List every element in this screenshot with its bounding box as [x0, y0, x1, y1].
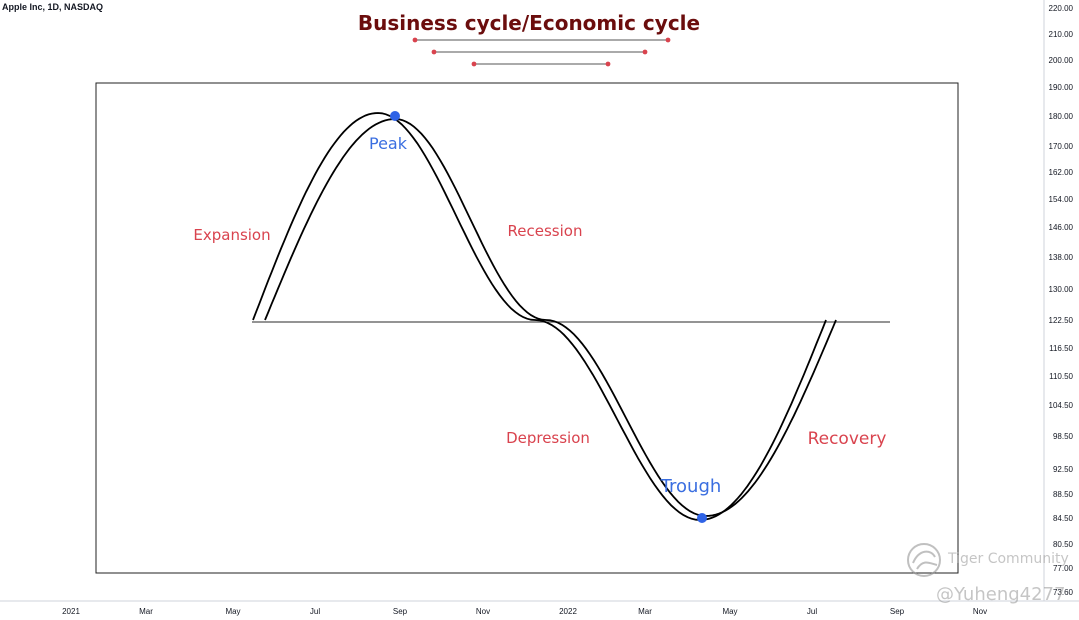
trough-label: Trough: [660, 476, 722, 497]
price-tick-label: 80.50: [1053, 540, 1074, 549]
price-tick-label: 77.00: [1053, 564, 1074, 573]
price-tick-label: 162.00: [1049, 168, 1074, 177]
title-decoration: [412, 37, 671, 67]
price-tick-label: 170.00: [1049, 142, 1074, 151]
time-tick-label: Jul: [807, 607, 817, 616]
phase-label-recovery: Recovery: [808, 429, 887, 449]
time-tick-label: May: [225, 607, 240, 616]
tiger-logo-icon: [907, 543, 941, 577]
price-tick-label: 138.00: [1049, 253, 1074, 262]
peak-point[interactable]: [390, 111, 400, 121]
price-tick-label: 200.00: [1049, 56, 1074, 65]
price-tick-label: 104.50: [1049, 401, 1074, 410]
price-tick-label: 210.00: [1049, 30, 1074, 39]
phase-label-expansion: Expansion: [193, 226, 270, 244]
chart-symbol-label: Apple Inc, 1D, NASDAQ: [2, 2, 104, 12]
watermark-community: Tiger Community: [948, 551, 1069, 567]
time-tick-label: May: [722, 607, 737, 616]
time-tick-label: Sep: [393, 607, 408, 616]
price-tick-label: 130.00: [1049, 285, 1074, 294]
price-tick-label: 98.50: [1053, 432, 1074, 441]
time-tick-label: Jul: [310, 607, 320, 616]
chart-title: Business cycle/Economic cycle: [358, 11, 700, 35]
price-tick-label: 146.00: [1049, 223, 1074, 232]
deco-dot: [605, 61, 611, 67]
price-tick-label: 220.00: [1049, 4, 1074, 13]
cycle-curve-outer: [252, 112, 827, 521]
price-tick-label: 122.50: [1049, 316, 1074, 325]
time-tick-label: Nov: [476, 607, 490, 616]
price-tick-label: 84.50: [1053, 514, 1074, 523]
deco-dot: [412, 37, 418, 43]
deco-dot: [665, 37, 671, 43]
phase-label-recession: Recession: [508, 222, 583, 240]
price-tick-label: 110.50: [1049, 372, 1073, 381]
deco-dot: [431, 49, 437, 55]
cycle-curve-inner: [264, 118, 837, 517]
peak-label: Peak: [369, 134, 408, 153]
price-tick-label: 190.00: [1049, 83, 1074, 92]
watermark-user: @Yuheng4277: [936, 584, 1066, 605]
price-tick-label: 73.60: [1053, 588, 1074, 597]
price-tick-label: 154.00: [1049, 195, 1074, 204]
price-tick-label: 116.50: [1049, 344, 1073, 353]
time-axis[interactable]: 2021 Mar May Jul Sep Nov 2022 Mar May Jul Sep Nov: [62, 607, 987, 616]
trough-point[interactable]: [697, 513, 707, 523]
price-tick-label: 92.50: [1053, 465, 1074, 474]
deco-dot: [471, 61, 477, 67]
time-tick-label: 2022: [559, 607, 577, 616]
phase-label-depression: Depression: [506, 429, 590, 447]
price-tick-label: 88.50: [1053, 490, 1074, 499]
time-tick-label: Mar: [139, 607, 153, 616]
time-tick-label: 2021: [62, 607, 80, 616]
time-tick-label: Nov: [973, 607, 987, 616]
deco-dot: [642, 49, 648, 55]
time-tick-label: Sep: [890, 607, 905, 616]
price-tick-label: 180.00: [1049, 112, 1074, 121]
time-tick-label: Mar: [638, 607, 652, 616]
price-axis[interactable]: 220.00 210.00 200.00 190.00 180.00 170.00 162.…: [1049, 4, 1074, 597]
diagram-frame: [95, 82, 959, 574]
